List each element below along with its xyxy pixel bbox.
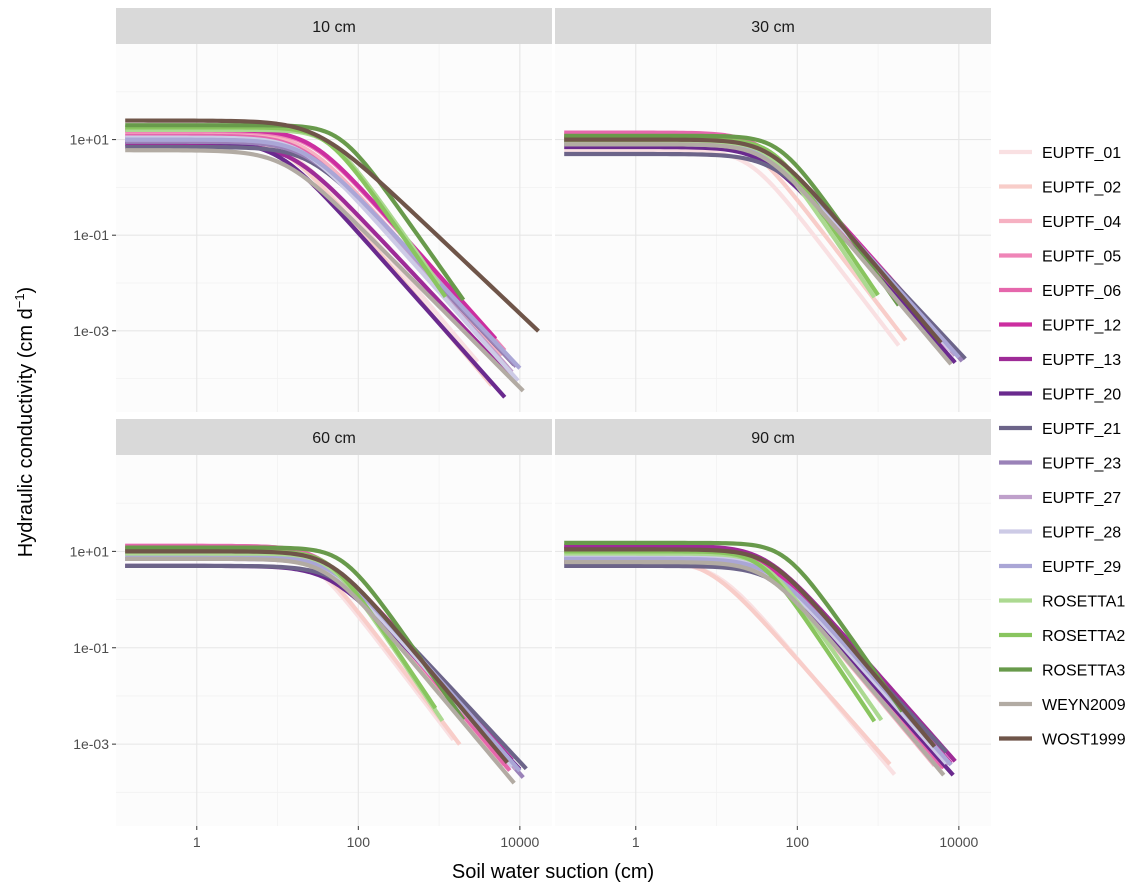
series-lines [125,118,540,399]
series-line-weyn2009 [564,559,946,777]
legend-item: EUPTF_02 [999,180,1121,197]
panel-background [116,44,552,412]
series-line-weyn2009 [125,148,525,393]
legend: EUPTF_01 EUPTF_02 EUPTF_04 EUPTF_05 EUPTF_06… [999,145,1126,749]
x-tick-label: 1 [193,834,201,850]
y-tick-label: 1e-03 [73,736,109,752]
legend-item: EUPTF_01 [999,145,1121,162]
facet-panel: 90 cm [555,419,991,826]
facet-strip [116,8,552,44]
legend-label: EUPTF_12 [1042,318,1121,335]
legend-label: EUPTF_27 [1042,490,1121,507]
panel-background [555,455,991,826]
legend-label: EUPTF_29 [1042,559,1121,576]
gridlines [555,44,991,412]
legend-item: EUPTF_23 [999,456,1121,473]
y-axis-title: Hydraulic conductivity (cm d−1) [12,287,37,557]
series-line-wost1999 [564,137,943,345]
legend-item: EUPTF_20 [999,387,1121,404]
facet-panels: 10 cm 30 cm 60 cm 90 cm [116,8,991,826]
legend-label: ROSETTA3 [1042,663,1125,680]
series-line-wost1999 [125,118,540,333]
x-tick-label: 100 [347,834,371,850]
series-line-weyn2009 [564,142,953,366]
facet-strip-label: 90 cm [751,430,795,447]
legend-label: EUPTF_01 [1042,145,1121,162]
series-lines [564,130,967,366]
legend-label: EUPTF_23 [1042,456,1121,473]
facet-strip-label: 60 cm [312,430,356,447]
legend-item: EUPTF_12 [999,318,1121,335]
legend-label: EUPTF_21 [1042,421,1121,438]
y-axis-title-main: Hydraulic conductivity (cm d [15,308,37,557]
legend-item: EUPTF_05 [999,249,1121,266]
axes: Soil water suction (cm) Hydraulic conduc… [12,132,979,883]
legend-item: EUPTF_21 [999,421,1121,438]
legend-item: EUPTF_28 [999,525,1121,542]
series-line-rosetta2 [125,125,448,299]
legend-item: ROSETTA3 [999,663,1125,680]
legend-item: EUPTF_06 [999,283,1121,300]
legend-item: EUPTF_13 [999,352,1121,369]
legend-label: EUPTF_13 [1042,352,1121,369]
legend-item: WEYN2009 [999,697,1126,714]
y-tick-label: 1e-03 [73,323,109,339]
y-tick-label: 1e-01 [73,640,109,656]
legend-label: WEYN2009 [1042,697,1126,714]
legend-item: ROSETTA1 [999,594,1125,611]
y-axis-title-close: ) [15,287,37,294]
legend-label: WOST1999 [1042,732,1126,749]
facet-panel: 30 cm [555,8,991,412]
x-tick-label: 100 [786,834,810,850]
series-line-weyn2009 [125,556,516,785]
panel-background [555,44,991,412]
legend-label: EUPTF_20 [1042,387,1121,404]
x-axis-title: Soil water suction (cm) [452,861,654,883]
gridlines [555,455,991,826]
series-line-wost1999 [564,547,937,748]
y-tick-label: 1e+01 [70,543,110,559]
legend-item: ROSETTA2 [999,628,1125,645]
facet-strip [555,8,991,44]
legend-label: EUPTF_02 [1042,180,1121,197]
x-tick-label: 10000 [500,834,539,850]
facet-strip-label: 10 cm [312,19,356,36]
facet-strip [116,419,552,455]
legend-item: EUPTF_29 [999,559,1121,576]
y-tick-label: 1e-01 [73,227,109,243]
series-line-rosetta3 [564,540,905,713]
x-tick-label: 1 [632,834,640,850]
series-lines [125,543,528,785]
series-line-euptf_29 [125,137,522,370]
series-line-rosetta3 [125,545,466,721]
x-tick-label: 10000 [939,834,978,850]
legend-item: WOST1999 [999,732,1126,749]
legend-label: ROSETTA2 [1042,628,1125,645]
legend-label: EUPTF_28 [1042,525,1121,542]
series-line-wost1999 [125,549,509,764]
series-lines [564,540,957,777]
legend-item: EUPTF_27 [999,490,1121,507]
panel-background [116,455,552,826]
legend-label: ROSETTA1 [1042,594,1125,611]
legend-label: EUPTF_04 [1042,214,1121,231]
legend-item: EUPTF_04 [999,214,1121,231]
facet-panel: 60 cm [116,419,552,826]
legend-label: EUPTF_05 [1042,249,1121,266]
series-line-euptf_13 [125,142,514,381]
facet-strip [555,419,991,455]
facet-panel: 10 cm [116,8,552,412]
legend-label: EUPTF_06 [1042,283,1121,300]
y-tick-label: 1e+01 [70,132,110,148]
facet-strip-label: 30 cm [751,19,795,36]
y-axis-title-superscript: −1 [12,293,27,308]
